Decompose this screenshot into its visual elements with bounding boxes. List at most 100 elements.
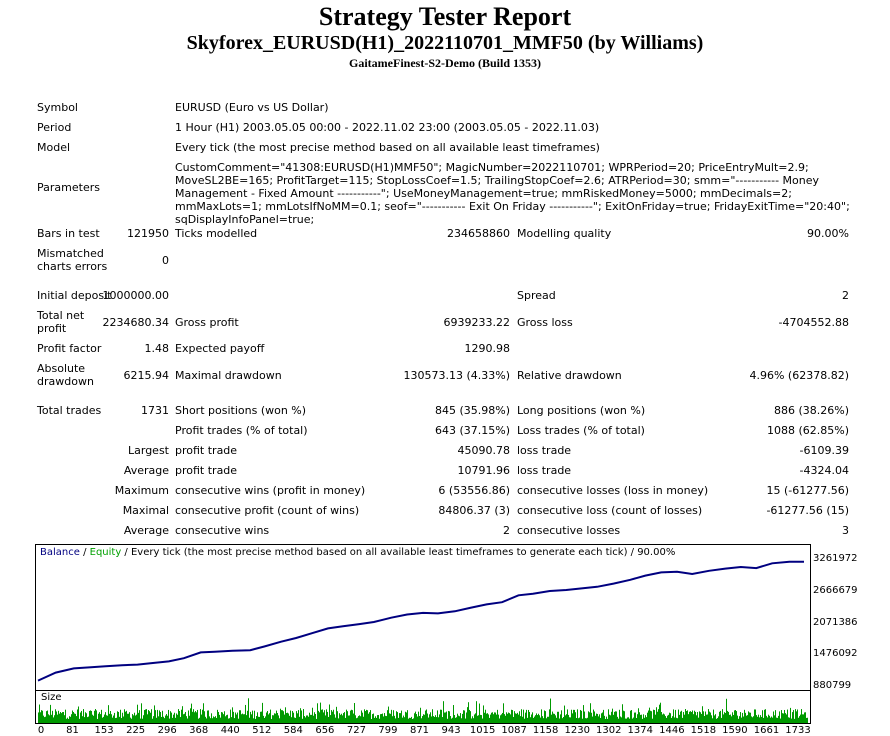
size-bar	[67, 717, 68, 723]
size-bar	[162, 710, 163, 723]
size-bar	[282, 710, 283, 723]
size-bar	[439, 714, 440, 723]
size-bar	[288, 713, 289, 723]
size-bar	[664, 714, 665, 723]
size-bar	[383, 716, 384, 723]
size-chart-svg	[38, 698, 808, 723]
size-bar	[468, 702, 469, 723]
size-bar	[676, 717, 677, 723]
size-bar	[140, 718, 141, 723]
size-chart: Size	[35, 689, 811, 724]
size-bar	[522, 716, 523, 723]
size-bar	[261, 711, 262, 723]
size-bar	[614, 711, 615, 723]
size-bar	[159, 710, 160, 723]
size-bar	[584, 711, 585, 723]
size-bar	[198, 718, 199, 723]
size-bar	[438, 717, 439, 723]
x-tick-label: 584	[283, 725, 303, 736]
size-bar	[185, 711, 186, 723]
size-bar	[613, 714, 614, 723]
size-bar	[596, 713, 597, 723]
size-bar	[426, 709, 427, 723]
size-bar	[800, 714, 801, 723]
reldd-label: Relative drawdown	[517, 369, 622, 382]
size-bar	[559, 718, 560, 723]
size-bar	[712, 718, 713, 723]
size-bar	[714, 715, 715, 723]
size-bar	[193, 709, 194, 723]
size-bar	[727, 710, 728, 723]
size-bar	[611, 711, 612, 723]
size-bar	[120, 709, 121, 723]
size-bar	[569, 717, 570, 723]
size-bar	[732, 712, 733, 723]
quality-label: Modelling quality	[517, 227, 612, 240]
size-bar	[517, 712, 518, 723]
size-bar	[731, 716, 732, 723]
size-bar	[762, 710, 763, 723]
size-bar	[131, 718, 132, 723]
size-bar	[75, 713, 76, 723]
cp-count-value: 84806.37 (3)	[438, 504, 510, 517]
size-bar	[135, 715, 136, 723]
size-bar	[564, 705, 565, 723]
payoff-label: Expected payoff	[175, 342, 265, 355]
size-bar	[47, 710, 48, 723]
size-bar	[55, 709, 56, 723]
size-bar	[199, 717, 200, 723]
x-tick-label: 1446	[659, 725, 685, 736]
size-bar	[57, 714, 58, 723]
ltrades-value: 1088 (62.85%)	[766, 424, 849, 437]
size-bar	[542, 716, 543, 723]
size-bar	[148, 710, 149, 723]
largest-profit-label: profit trade	[175, 444, 238, 457]
size-bar	[186, 716, 187, 723]
size-bar	[387, 710, 388, 723]
size-bar	[98, 713, 99, 723]
size-bar	[172, 717, 173, 723]
size-bar	[652, 718, 653, 723]
size-bar	[188, 710, 189, 723]
size-bar	[518, 714, 519, 723]
size-bar	[739, 716, 740, 723]
size-bar	[334, 714, 335, 723]
size-bar	[718, 716, 719, 723]
size-bar	[537, 715, 538, 723]
size-bar	[543, 718, 544, 723]
size-bar	[177, 714, 178, 723]
size-bar	[321, 709, 322, 723]
size-bar	[345, 717, 346, 723]
size-bar	[511, 709, 512, 723]
size-bar	[630, 710, 631, 723]
size-bar	[693, 714, 694, 723]
size-bar	[160, 712, 161, 723]
size-bar	[409, 717, 410, 723]
size-bar	[558, 711, 559, 723]
balance-line	[37, 560, 804, 682]
size-bar	[262, 702, 263, 723]
size-bar	[669, 712, 670, 723]
size-bar	[283, 711, 284, 723]
size-bar	[168, 709, 169, 723]
x-tick-label: 871	[409, 725, 430, 736]
size-bar	[544, 710, 545, 723]
size-bar	[768, 714, 769, 723]
size-bar	[640, 714, 641, 723]
size-bar	[424, 714, 425, 723]
size-bar	[157, 709, 158, 723]
size-bar	[769, 715, 770, 723]
size-bar	[239, 710, 240, 723]
size-bar	[94, 710, 95, 723]
size-bar	[752, 717, 753, 723]
size-bar	[357, 717, 358, 723]
size-bar	[104, 714, 105, 723]
size-bar	[400, 713, 401, 723]
size-bar	[265, 716, 266, 723]
x-tick-label: 81	[66, 725, 79, 736]
size-bar	[252, 710, 253, 723]
size-bar	[793, 710, 794, 723]
absdd-label: Absolute drawdown	[37, 362, 94, 388]
size-bar	[804, 712, 805, 723]
size-bar	[775, 710, 776, 723]
